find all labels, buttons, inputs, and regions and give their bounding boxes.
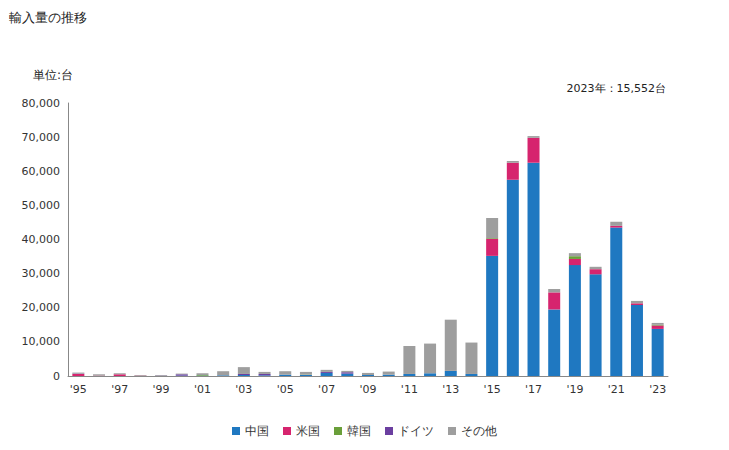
svg-text:輸入量の推移: 輸入量の推移 bbox=[9, 10, 87, 25]
svg-text:'03: '03 bbox=[235, 383, 252, 396]
svg-text:'11: '11 bbox=[401, 383, 418, 396]
svg-text:韓国: 韓国 bbox=[347, 424, 371, 438]
svg-text:'97: '97 bbox=[111, 383, 128, 396]
svg-text:40,000: 40,000 bbox=[22, 233, 61, 246]
svg-text:0: 0 bbox=[53, 370, 60, 383]
svg-text:'23: '23 bbox=[649, 383, 666, 396]
svg-text:'99: '99 bbox=[153, 383, 170, 396]
svg-text:60,000: 60,000 bbox=[22, 165, 61, 178]
svg-text:米国: 米国 bbox=[296, 424, 320, 438]
svg-text:80,000: 80,000 bbox=[22, 97, 61, 110]
svg-text:ドイツ: ドイツ bbox=[398, 424, 434, 438]
svg-text:'01: '01 bbox=[194, 383, 211, 396]
svg-text:30,000: 30,000 bbox=[22, 267, 61, 280]
svg-text:'21: '21 bbox=[608, 383, 625, 396]
svg-text:2023年：15,552台: 2023年：15,552台 bbox=[567, 82, 666, 95]
svg-text:'07: '07 bbox=[318, 383, 335, 396]
svg-text:'15: '15 bbox=[484, 383, 501, 396]
svg-text:'09: '09 bbox=[359, 383, 376, 396]
svg-text:50,000: 50,000 bbox=[22, 199, 61, 212]
svg-text:'13: '13 bbox=[442, 383, 459, 396]
svg-text:単位:台: 単位:台 bbox=[33, 68, 73, 82]
svg-text:70,000: 70,000 bbox=[22, 131, 61, 144]
svg-text:10,000: 10,000 bbox=[22, 335, 61, 348]
svg-text:'05: '05 bbox=[277, 383, 294, 396]
svg-text:'19: '19 bbox=[566, 383, 583, 396]
svg-text:'17: '17 bbox=[525, 383, 542, 396]
svg-text:'95: '95 bbox=[70, 383, 87, 396]
svg-text:その他: その他 bbox=[461, 424, 497, 438]
svg-text:20,000: 20,000 bbox=[22, 301, 61, 314]
svg-text:中国: 中国 bbox=[245, 424, 269, 438]
